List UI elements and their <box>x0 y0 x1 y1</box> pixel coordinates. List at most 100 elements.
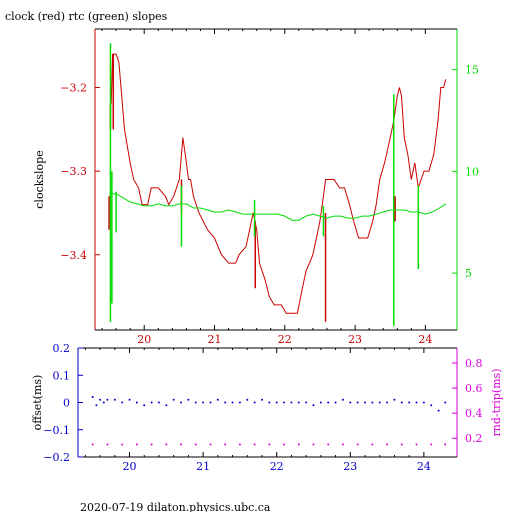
roundtrip-point <box>430 443 433 446</box>
y2-tick-label: 0.4 <box>465 407 483 420</box>
roundtrip-point <box>297 443 300 446</box>
offset-point <box>437 409 440 412</box>
offset-point <box>238 401 241 404</box>
offset-point <box>312 404 315 407</box>
y-tick-label: −0.2 <box>43 451 70 464</box>
roundtrip-point <box>312 443 315 446</box>
offset-point <box>121 401 124 404</box>
y-tick-label: −3.2 <box>60 82 87 95</box>
offset-point <box>430 404 433 407</box>
roundtrip-point <box>106 443 109 446</box>
offset-point <box>275 401 278 404</box>
offset-point <box>209 401 212 404</box>
y-tick-label: −0.1 <box>43 424 70 437</box>
offset-point <box>143 404 146 407</box>
y-tick-label: 0.1 <box>53 369 71 382</box>
roundtrip-point <box>283 443 286 446</box>
roundtrip-point <box>238 443 241 446</box>
y2-axis-label: rnd-trip(ms) <box>490 369 503 437</box>
y2-tick-label: 15 <box>465 64 479 77</box>
footer-label: 2020-07-19 dilaton.physics.ubc.ca <box>80 501 271 512</box>
y2-tick-label: 0.8 <box>465 357 483 370</box>
roundtrip-point <box>371 443 374 446</box>
roundtrip-point <box>150 443 153 446</box>
offset-point <box>95 404 98 407</box>
offset-point <box>165 404 168 407</box>
offset-point <box>422 401 425 404</box>
roundtrip-point <box>121 443 124 446</box>
offset-point <box>102 401 105 404</box>
offset-point <box>91 396 94 399</box>
chart-title: clock (red) rtc (green) slopes <box>5 10 168 23</box>
y-axis-label: clockslope <box>33 150 46 208</box>
x-tick-label: 22 <box>278 333 292 346</box>
x-tick-label: 23 <box>348 333 362 346</box>
offset-point <box>400 401 403 404</box>
roundtrip-point <box>386 443 389 446</box>
y2-tick-label: 5 <box>465 267 472 280</box>
roundtrip-point <box>180 443 183 446</box>
offset-point <box>393 398 396 401</box>
offset-point <box>283 401 286 404</box>
offset-point <box>356 401 359 404</box>
offset-point <box>334 401 337 404</box>
clock-slope-line <box>110 53 447 314</box>
offset-point <box>268 401 271 404</box>
roundtrip-point <box>209 443 212 446</box>
roundtrip-point <box>415 443 418 446</box>
y2-tick-label: 10 <box>465 165 479 178</box>
offset-point <box>106 398 109 401</box>
offset-point <box>260 398 263 401</box>
y-tick-label: −3.3 <box>60 165 87 178</box>
roundtrip-point <box>194 443 197 446</box>
roundtrip-point <box>444 443 447 446</box>
offset-point <box>253 401 256 404</box>
y-axis-label: offset(ms) <box>31 375 44 431</box>
offset-point <box>290 401 293 404</box>
offset-point <box>99 398 102 401</box>
bottom-panel: 20 21 22 23 24 −0.2 −0.1 0 0.1 0.2 0.2 0.4 0.6 0.8 off… <box>31 342 503 473</box>
offset-point <box>444 401 447 404</box>
x-tick-label: 24 <box>418 333 432 346</box>
offset-point <box>128 398 131 401</box>
offset-point <box>349 401 352 404</box>
offset-point <box>135 401 138 404</box>
rtc-slope-line <box>109 193 447 221</box>
x-tick-label: 21 <box>207 333 221 346</box>
x-tick-label: 24 <box>417 460 431 473</box>
offset-point <box>202 401 205 404</box>
y-tick-label: 0 <box>63 397 70 410</box>
offset-point <box>371 401 374 404</box>
roundtrip-point <box>253 443 256 446</box>
offset-point <box>231 401 234 404</box>
top-panel: 20 21 22 23 24 −3.4 −3.3 −3.2 5 10 15 clockslope <box>33 28 479 346</box>
offset-point <box>297 401 300 404</box>
offset-point <box>113 398 116 401</box>
roundtrip-point <box>356 443 359 446</box>
offset-point <box>386 401 389 404</box>
x-tick-label: 23 <box>343 460 357 473</box>
y2-tick-label: 0.6 <box>465 382 483 395</box>
offset-point <box>216 398 219 401</box>
x-tick-label: 20 <box>137 333 151 346</box>
roundtrip-point <box>135 443 138 446</box>
x-tick-label: 22 <box>270 460 284 473</box>
offset-point <box>157 401 160 404</box>
roundtrip-point <box>400 443 403 446</box>
offset-point <box>319 401 322 404</box>
offset-point <box>341 398 344 401</box>
roundtrip-point <box>224 443 227 446</box>
offset-point <box>224 401 227 404</box>
roundtrip-point <box>327 443 330 446</box>
offset-point <box>246 398 249 401</box>
x-tick-label: 21 <box>196 460 210 473</box>
offset-point <box>378 401 381 404</box>
y-tick-label: 0.2 <box>53 342 71 355</box>
offset-point <box>364 401 367 404</box>
y2-tick-label: 0.2 <box>465 432 483 445</box>
roundtrip-point <box>268 443 271 446</box>
offset-point <box>408 401 411 404</box>
offset-point <box>187 398 190 401</box>
offset-point <box>194 401 197 404</box>
